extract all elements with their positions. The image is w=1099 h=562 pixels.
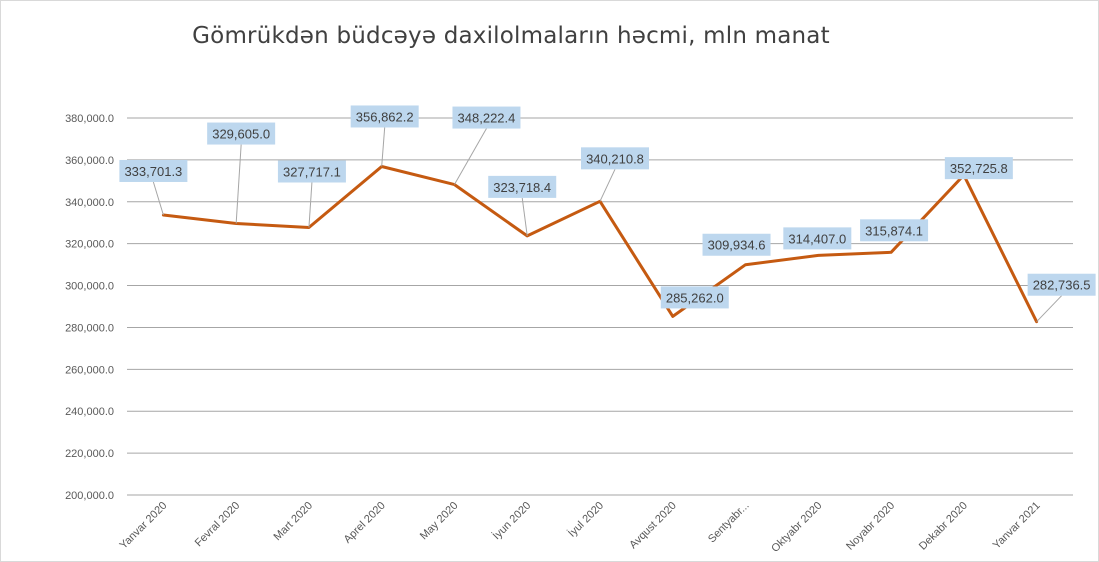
leader-line [599,169,616,202]
data-label: 327,717.1 [283,165,341,180]
data-label: 356,862.2 [356,109,414,124]
x-tick-label: Aprel 2020 [342,500,388,546]
y-tick-label: 360,000.0 [65,155,114,167]
data-label-box [119,159,188,182]
x-tick-label: Yanvar 2021 [991,500,1043,552]
leader-line [1036,295,1062,323]
x-tick-label: Dekabr 2020 [917,500,970,553]
x-tick-label: Fevral 2020 [193,500,243,550]
y-tick-label: 200,000.0 [65,490,114,502]
data-label-box [702,233,771,256]
leader-line [235,144,242,224]
x-tick-label: Yanvar 2020 [117,500,169,552]
data-label-box [452,106,521,129]
data-label: 329,605.0 [212,127,270,142]
data-label: 314,407.0 [788,231,846,246]
chart-title: Gömrükdən büdcəyə daxilolmaların həcmi, … [192,23,830,49]
x-tick-label: İyun 2020 [490,499,533,542]
data-label: 309,934.6 [708,238,766,253]
leader-line [381,127,386,167]
data-label-box [277,160,346,183]
x-tick-label: Mart 2020 [272,500,316,544]
data-label-box [660,286,729,309]
data-label-box [944,157,1013,180]
data-label-box [581,147,649,170]
data-label-box [1027,273,1096,296]
y-tick-label: 220,000.0 [65,448,114,460]
data-label: 285,262.0 [666,290,724,305]
y-tick-label: 260,000.0 [65,364,114,376]
data-label: 352,725.8 [950,161,1008,176]
y-tick-label: 380,000.0 [65,113,114,125]
data-label: 348,222.4 [458,111,516,126]
data-label-box [207,122,276,145]
x-tick-label: Sentyabr... [706,500,752,546]
y-tick-label: 320,000.0 [65,239,114,251]
x-tick-label: Noyabr 2020 [844,500,897,553]
data-label: 282,736.5 [1033,278,1091,293]
y-tick-label: 280,000.0 [65,322,114,334]
data-label-box [488,175,557,198]
data-label-box [783,227,852,250]
data-label: 315,874.1 [865,223,923,238]
leader-line [454,128,487,185]
data-label: 323,718.4 [493,180,551,195]
leader-line [308,182,313,228]
y-tick-label: 300,000.0 [65,281,114,293]
y-tick-label: 240,000.0 [65,406,114,418]
data-label-box [860,219,929,242]
y-tick-label: 340,000.0 [65,197,114,209]
data-label: 333,701.3 [124,164,182,179]
leader-line [152,181,164,216]
x-tick-label: Avqust 2020 [627,500,679,552]
x-tick-label: May 2020 [418,500,461,543]
data-label: 340,210.8 [586,151,644,166]
data-label-box [350,105,419,128]
leader-line [521,197,528,236]
x-tick-label: İyul 2020 [565,499,606,540]
x-tick-label: Oktyabr 2020 [769,500,824,555]
